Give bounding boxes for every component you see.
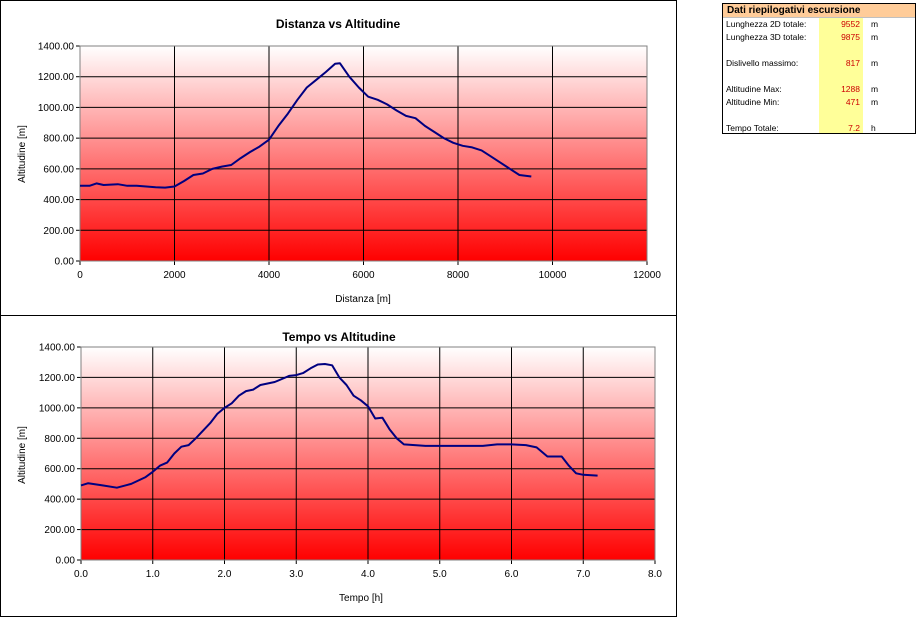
row-max-drop: Dislivello massimo: 817 m	[723, 57, 915, 70]
summary-title: Dati riepilogativi escursione	[723, 4, 915, 18]
row-unit: m	[871, 19, 879, 29]
row-label: Altitudine Min:	[726, 97, 780, 107]
x-tick-label: 6000	[352, 270, 375, 281]
y-tick-label: 1000.00	[38, 103, 75, 114]
chart-panel-time: 0.0 1.0 2.0 3.0 4.0 5.0 6.0 7.0 8.0 0.00 200.00 400…	[0, 315, 677, 617]
row-label: Lunghezza 3D totale:	[726, 32, 807, 42]
x-tick-label: 5.0	[433, 569, 447, 580]
time-altitude-chart: 0.0 1.0 2.0 3.0 4.0 5.0 6.0 7.0 8.0 0.00 200.00 400…	[17, 330, 662, 604]
row-value: 471	[845, 97, 860, 107]
x-tick-label: 3.0	[289, 569, 303, 580]
y-tick-label: 0.00	[55, 257, 75, 268]
x-tick-label: 2000	[163, 270, 186, 281]
plot-border	[79, 45, 648, 262]
x-axis-label: Distanza [m]	[335, 294, 391, 305]
y-tick-label: 1400.00	[38, 42, 75, 53]
row-unit: h	[871, 123, 876, 133]
y-tick-label: 600.00	[44, 464, 75, 475]
row-alt-min: Altitudine Min: 471 m	[723, 96, 915, 109]
y-tick-label: 400.00	[44, 495, 75, 506]
distance-altitude-chart: 0 2000 4000 6000 8000 10000 12000 0.00 200.00 400…	[17, 17, 661, 305]
row-alt-max: Altitudine Max: 1288 m	[723, 83, 915, 96]
summary-table: Dati riepilogativi escursione Lunghezza …	[722, 3, 916, 134]
row-label: Altitudine Max:	[726, 84, 782, 94]
y-tick-label: 800.00	[44, 434, 75, 445]
row-label: Tempo Totale:	[726, 123, 779, 133]
row-length-2d: Lunghezza 2D totale: 9552 m	[723, 18, 915, 31]
value-column-bg	[819, 18, 863, 133]
row-unit: m	[871, 84, 879, 94]
x-tick-label: 0	[77, 270, 83, 281]
row-value: 1288	[841, 84, 860, 94]
x-tick-label: 4000	[258, 270, 281, 281]
y-tick-label: 600.00	[43, 164, 74, 175]
row-label: Dislivello massimo:	[726, 58, 799, 68]
x-tick-label: 4.0	[361, 569, 375, 580]
row-total-time: Tempo Totale: 7.2 h	[723, 122, 915, 135]
row-length-3d: Lunghezza 3D totale: 9875 m	[723, 31, 915, 44]
y-axis-label: Altitudine [m]	[17, 426, 28, 484]
series-line	[80, 62, 532, 189]
x-tick-label: 7.0	[576, 569, 590, 580]
x-tick-label: 8000	[447, 270, 470, 281]
y-axis-label: Altitudine [m]	[17, 125, 28, 183]
x-tick-label: 12000	[633, 270, 661, 281]
row-unit: m	[871, 58, 879, 68]
y-tick-label: 0.00	[56, 556, 76, 567]
row-unit: m	[871, 97, 879, 107]
y-tick-label: 200.00	[44, 525, 75, 536]
y-tick-label: 1400.00	[39, 343, 76, 354]
x-axis-label: Tempo [h]	[339, 593, 383, 604]
x-tick-label: 1.0	[146, 569, 160, 580]
x-tick-label: 10000	[539, 270, 567, 281]
y-tick-label: 400.00	[43, 195, 74, 206]
row-value: 817	[845, 58, 860, 68]
row-label: Lunghezza 2D totale:	[726, 19, 807, 29]
row-value: 9875	[841, 32, 860, 42]
y-tick-label: 200.00	[43, 226, 74, 237]
row-value: 7.2	[848, 123, 860, 133]
series-line	[80, 363, 598, 489]
y-tick-label: 1200.00	[38, 72, 75, 83]
chart-title: Distanza vs Altitudine	[276, 17, 401, 31]
plot-border	[80, 346, 656, 561]
row-value: 9552	[841, 19, 860, 29]
chart-panel-distance: 0 2000 4000 6000 8000 10000 12000 0.00 200.00 400…	[0, 0, 677, 316]
y-tick-label: 800.00	[43, 134, 74, 145]
x-tick-label: 2.0	[218, 569, 232, 580]
y-tick-label: 1200.00	[39, 373, 76, 384]
row-unit: m	[871, 32, 879, 42]
x-tick-label: 6.0	[505, 569, 519, 580]
chart-title: Tempo vs Altitudine	[282, 330, 396, 344]
x-tick-label: 0.0	[74, 569, 88, 580]
y-tick-label: 1000.00	[39, 403, 76, 414]
x-tick-label: 8.0	[648, 569, 662, 580]
